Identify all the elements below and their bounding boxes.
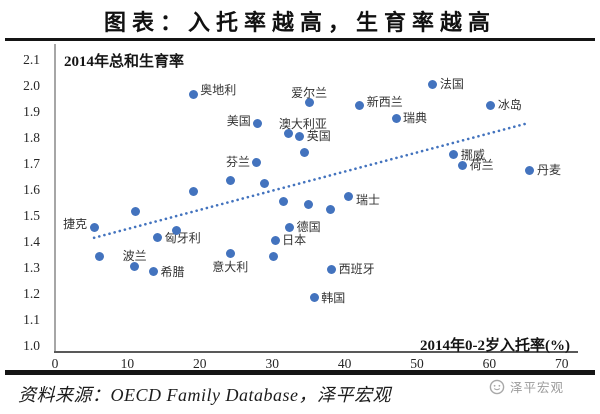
data-point — [225, 248, 235, 258]
title-divider — [5, 38, 595, 41]
x-tick-label: 40 — [337, 356, 352, 371]
y-tick-label: 1.6 — [23, 182, 40, 197]
watermark-label: 泽平宏观 — [510, 381, 565, 395]
y-tick-label: 1.2 — [23, 286, 40, 301]
y-axis-line — [54, 44, 56, 352]
point-label: 新西兰 — [366, 95, 403, 110]
y-tick-label: 1.8 — [23, 130, 40, 145]
point-label: 美国 — [226, 114, 251, 129]
data-point — [252, 157, 262, 167]
data-point — [148, 267, 158, 277]
data-point — [486, 100, 496, 110]
point-label: 瑞典 — [403, 111, 428, 126]
data-point — [270, 235, 280, 245]
point-label: 澳大利亚 — [278, 116, 327, 131]
x-tick-label: 0 — [51, 356, 59, 371]
point-label: 西班牙 — [338, 262, 375, 276]
x-tick-label: 70 — [555, 356, 569, 371]
point-label: 芬兰 — [225, 155, 250, 170]
point-label: 希腊 — [160, 264, 185, 279]
data-point — [188, 186, 198, 196]
zeping-logo-icon — [489, 379, 505, 394]
x-tick-label: 10 — [120, 356, 135, 371]
point-label: 挪威 — [460, 147, 485, 162]
y-tick-label: 1.9 — [23, 104, 40, 119]
data-point — [278, 196, 288, 206]
data-point — [269, 251, 279, 261]
data-point — [327, 264, 337, 274]
data-point — [89, 222, 99, 232]
data-point — [525, 165, 535, 175]
data-point — [153, 233, 163, 243]
page-title: 图表：入托率越高，生育率越高 — [103, 10, 496, 35]
point-label: 日本 — [282, 233, 307, 248]
watermark: 泽平宏观 — [489, 377, 564, 396]
point-label: 德国 — [296, 220, 321, 235]
y-tick-label: 1.4 — [23, 234, 40, 249]
y-tick-label: 1.3 — [23, 260, 40, 275]
data-point — [458, 160, 468, 170]
point-label: 波兰 — [122, 249, 147, 264]
x-axis-line — [54, 351, 578, 353]
y-tick-label: 1.5 — [23, 208, 40, 223]
data-point — [355, 100, 365, 110]
x-tick-label: 60 — [482, 356, 497, 371]
data-point — [326, 204, 336, 214]
data-point — [303, 199, 313, 209]
data-point — [295, 131, 305, 141]
data-point — [344, 191, 354, 201]
point-label: 匈牙利 — [164, 230, 201, 245]
y-tick-label: 2.1 — [23, 52, 40, 67]
data-point — [172, 225, 182, 235]
data-point — [188, 90, 198, 100]
data-point — [130, 207, 140, 217]
point-label: 冰岛 — [497, 98, 522, 113]
data-point — [300, 147, 310, 157]
x-tick-label: 30 — [265, 356, 279, 371]
data-point — [391, 113, 401, 123]
y-axis-title: 2014年总和生育率 — [64, 54, 185, 70]
data-point — [253, 118, 263, 128]
data-point — [449, 150, 459, 160]
y-tick-label: 1.0 — [23, 338, 40, 353]
point-label: 瑞士 — [355, 193, 380, 208]
data-point — [284, 129, 294, 139]
data-point — [285, 222, 295, 232]
x-tick-label: 50 — [410, 356, 424, 371]
footer-divider — [5, 370, 595, 375]
source-note: 资料来源：OECD Family Database，泽平宏观 — [18, 385, 391, 405]
point-label: 爱尔兰 — [291, 85, 328, 100]
point-label: 法国 — [439, 77, 464, 92]
y-tick-label: 1.1 — [23, 312, 40, 327]
y-tick-label: 2.0 — [23, 78, 40, 93]
data-point — [304, 98, 314, 108]
data-point — [428, 79, 438, 89]
point-label: 荷兰 — [469, 158, 494, 172]
data-point — [309, 293, 319, 303]
point-label: 韩国 — [321, 290, 346, 305]
data-point — [130, 261, 140, 271]
point-label: 奥地利 — [200, 82, 237, 97]
point-label: 意大利 — [212, 260, 249, 275]
point-label: 丹麦 — [536, 163, 561, 178]
point-label: 英国 — [306, 129, 331, 144]
data-point — [226, 176, 236, 186]
x-axis-title: 2014年0-2岁入托率(%) — [420, 338, 570, 354]
point-label: 捷克 — [63, 217, 88, 232]
y-tick-label: 1.7 — [23, 156, 40, 171]
x-tick-label: 20 — [193, 356, 207, 371]
data-point — [260, 178, 270, 188]
data-point — [94, 251, 104, 261]
